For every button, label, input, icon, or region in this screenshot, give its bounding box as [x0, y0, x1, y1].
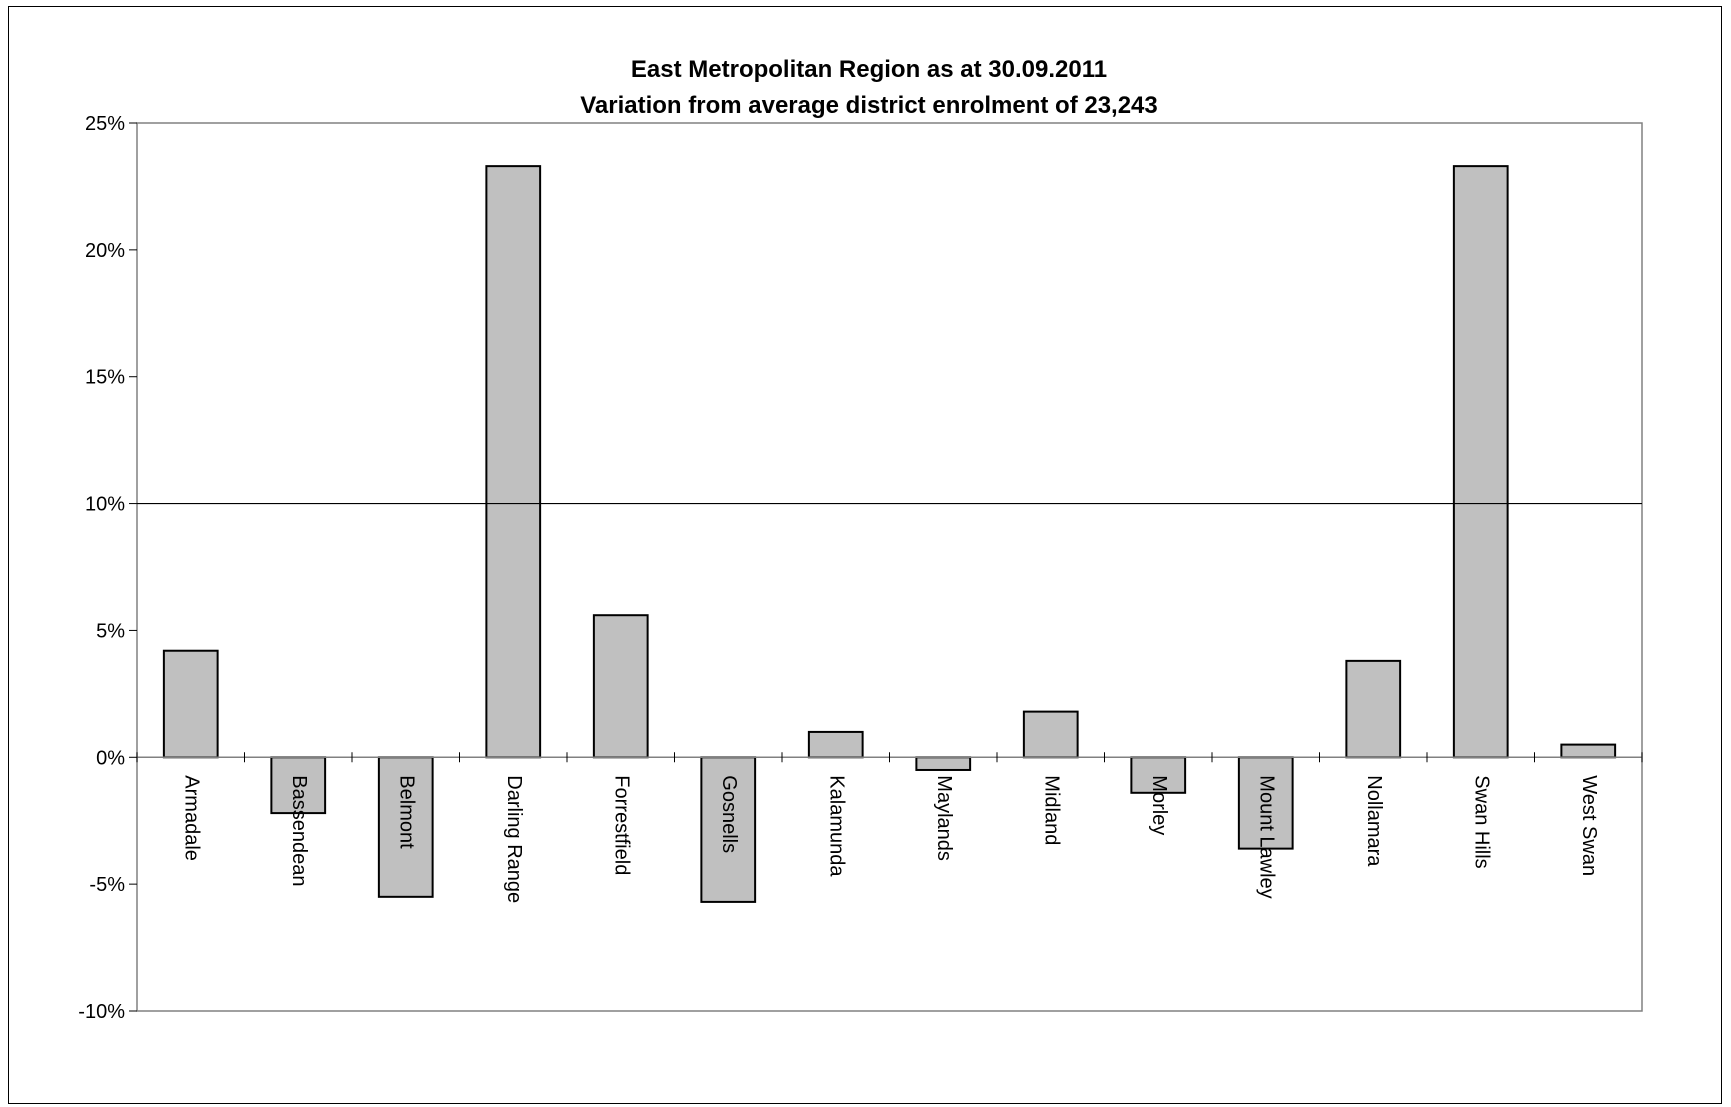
y-tick-label: -5%	[89, 874, 125, 896]
chart-subtitle: Variation from average district enrolmen…	[580, 92, 1158, 119]
bar-nollamara	[1345, 659, 1402, 759]
category-label: Maylands	[933, 775, 955, 861]
bar-armadale	[162, 649, 219, 759]
bar-mount-lawley	[1237, 756, 1294, 850]
category-label: Forrestfield	[610, 775, 632, 875]
bar-west-swan	[1560, 743, 1617, 759]
y-tick-label: 0%	[96, 747, 125, 769]
category-label: Mount Lawley	[1255, 775, 1277, 898]
y-tick-label: -10%	[78, 1001, 125, 1023]
category-label: Belmont	[395, 775, 417, 849]
category-label: Swan Hills	[1470, 775, 1492, 868]
bar-darling-range	[485, 165, 542, 759]
category-label: Midland	[1040, 775, 1062, 845]
category-label: Armadale	[180, 775, 202, 861]
labels-layer: Armadale Bassendean Belmont Darling Range Fo…	[180, 775, 1600, 903]
bar-forrestfield	[592, 614, 649, 759]
y-tick-label: 10%	[85, 494, 125, 516]
axis-layer: -10% -5% 0% 5% 10% 15% 20% 25%	[78, 113, 1643, 1023]
chart-title: East Metropolitan Region as at 30.09.201…	[631, 56, 1107, 83]
plot-area	[136, 122, 1643, 1012]
category-label: Bassendean	[288, 775, 310, 886]
y-tick-label: 15%	[85, 367, 125, 389]
chart-frame: East Metropolitan Region as at 30.09.201…	[8, 6, 1722, 1104]
y-tick-label: 25%	[85, 113, 125, 135]
category-label: Gosnells	[718, 775, 740, 853]
bar-maylands	[915, 756, 972, 771]
category-label: Morley	[1148, 775, 1170, 835]
category-label: Kalamunda	[825, 775, 847, 877]
y-tick-label: 5%	[96, 620, 125, 642]
category-label: West Swan	[1578, 775, 1600, 876]
bar-kalamunda	[807, 730, 864, 759]
bar-chart: East Metropolitan Region as at 30.09.201…	[78, 56, 1643, 1023]
bar-midland	[1022, 710, 1079, 759]
bars-layer	[162, 165, 1617, 903]
category-label: Darling Range	[503, 775, 525, 903]
bar-belmont	[377, 756, 434, 898]
bar-bassendean	[270, 756, 327, 815]
bar-swan-hills	[1452, 165, 1509, 759]
category-label: Nollamara	[1363, 775, 1385, 867]
bar-morley	[1130, 756, 1187, 794]
y-tick-label: 20%	[85, 240, 125, 262]
